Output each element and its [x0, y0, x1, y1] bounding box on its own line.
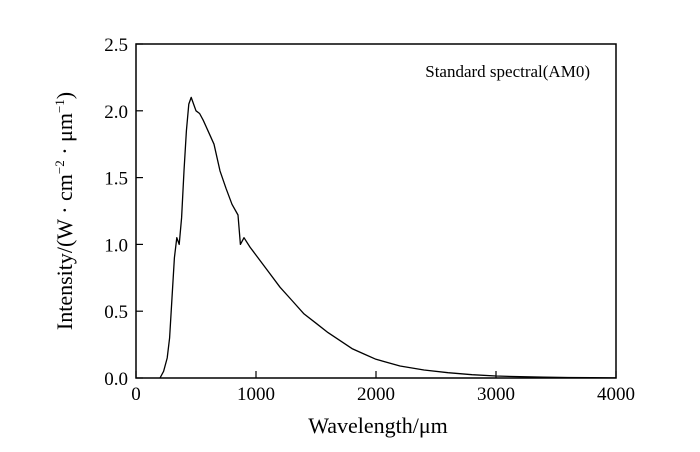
chart-annotation: Standard spectral(AM0) — [425, 62, 590, 81]
x-axis-title: Wavelength/μm — [308, 413, 448, 438]
y-tick-label: 2.5 — [104, 35, 128, 56]
x-tick-label: 4000 — [597, 384, 635, 405]
x-tick-label: 3000 — [477, 384, 515, 405]
y-tick-label: 1.0 — [104, 235, 128, 256]
x-tick-label: 2000 — [357, 384, 395, 405]
plot-frame — [135, 43, 617, 379]
y-tick-label: 0.5 — [104, 302, 128, 323]
spectrum-line — [159, 96, 617, 379]
y-tick-label: 0.0 — [104, 369, 128, 390]
y-axis-title: Intensity/(W · cm−2 · μm−1) — [52, 92, 77, 330]
y-tick-label: 1.5 — [104, 169, 128, 190]
y-tick-label: 2.0 — [104, 102, 128, 123]
x-tick-label: 1000 — [237, 384, 275, 405]
x-tick-label: 0 — [131, 384, 141, 405]
